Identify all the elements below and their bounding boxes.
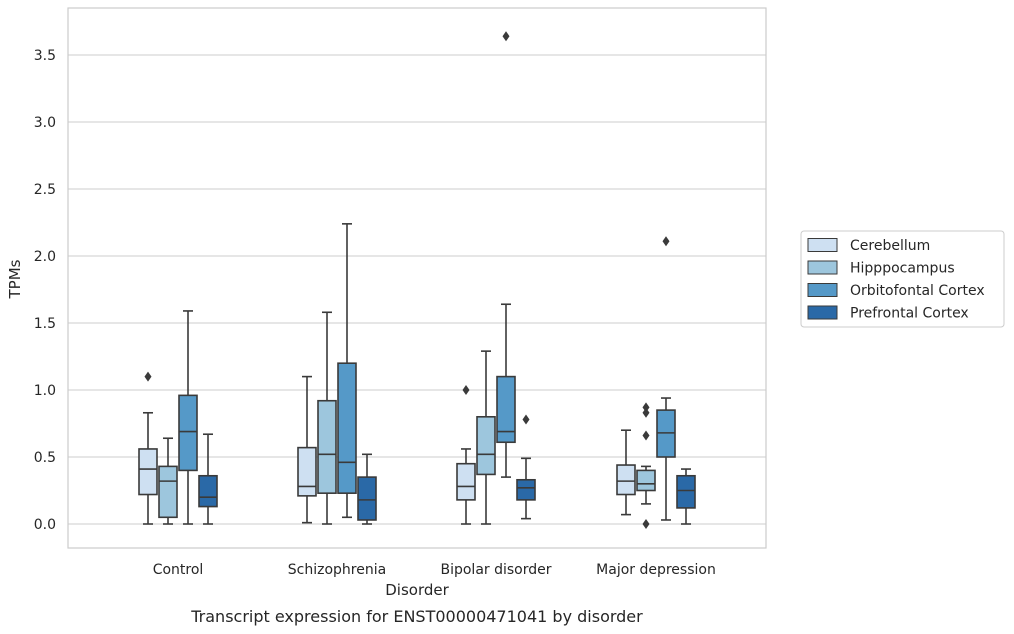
box-hipppocampus — [476, 350, 496, 525]
outlier-point — [642, 402, 650, 413]
legend-label: Prefrontal Cortex — [850, 306, 969, 322]
x-tick-labels: Control Schizophrenia Bipolar disorder Majo… — [153, 562, 716, 578]
y-tick-label: 3.0 — [34, 115, 56, 131]
x-tick-label: Control — [153, 562, 204, 578]
box-cerebellum — [138, 371, 158, 525]
box-iqr — [476, 415, 496, 476]
box-cerebellum — [616, 429, 636, 516]
y-tick-label: 3.5 — [34, 48, 56, 64]
box-iqr — [337, 362, 357, 494]
box-iqr — [158, 465, 178, 519]
y-tick-label: 1.0 — [34, 383, 56, 399]
box-orbitofontal-cortex — [178, 310, 198, 525]
chart-caption: Transcript expression for ENST0000047104… — [190, 607, 643, 626]
box-iqr — [636, 469, 656, 492]
box-orbitofontal-cortex — [496, 31, 516, 478]
legend-swatch — [807, 238, 838, 252]
box-iqr — [516, 478, 536, 501]
legend-swatch — [807, 305, 838, 320]
y-tick-label: 0.5 — [34, 450, 56, 466]
outlier-point — [502, 31, 510, 42]
box-orbitofontal-cortex — [337, 223, 357, 519]
y-tick-label: 0.0 — [34, 517, 56, 533]
y-tick-label: 2.5 — [34, 182, 56, 198]
box-prefrontal-cortex — [198, 433, 218, 525]
box-prefrontal-cortex — [357, 453, 377, 525]
y-tick-label: 2.0 — [34, 249, 56, 265]
x-tick-label: Schizophrenia — [288, 562, 386, 578]
y-tick-label: 1.5 — [34, 316, 56, 332]
legend-items: Cerebellum Hipppocampus Orbitofontal Corte… — [807, 238, 985, 322]
outlier-point — [144, 371, 152, 382]
outlier-point — [662, 236, 670, 247]
box-prefrontal-cortex — [676, 468, 696, 525]
legend-label: Orbitofontal Cortex — [850, 283, 985, 299]
legend-label: Hipppocampus — [850, 261, 955, 277]
box-iqr — [198, 474, 218, 508]
box-prefrontal-cortex — [516, 414, 536, 520]
outlier-point — [642, 407, 650, 418]
plot-frame — [67, 7, 767, 549]
outlier-point — [522, 414, 530, 425]
box-iqr — [357, 476, 377, 521]
outlier-point — [642, 430, 650, 441]
boxes-layer — [138, 31, 696, 529]
box-iqr — [676, 474, 696, 509]
box-cerebellum — [456, 385, 476, 525]
box-iqr — [178, 394, 198, 472]
box-iqr — [317, 399, 337, 494]
outlier-point — [642, 519, 650, 529]
x-tick-label: Bipolar disorder — [440, 562, 551, 578]
box-iqr — [496, 375, 516, 444]
legend: Cerebellum Hipppocampus Orbitofontal Corte… — [800, 230, 1005, 328]
y-axis-title: TPMs — [6, 259, 24, 299]
box-cerebellum — [297, 375, 317, 524]
legend-label: Cerebellum — [850, 238, 930, 254]
y-tick-labels: 0.0 0.5 1.0 1.5 2.0 2.5 3.0 3.5 — [34, 48, 56, 533]
x-axis-title: Disorder — [385, 581, 449, 599]
box-iqr — [456, 462, 476, 501]
box-iqr — [616, 464, 636, 496]
box-iqr — [138, 448, 158, 496]
box-hipppocampus — [317, 311, 337, 525]
box-iqr — [297, 446, 317, 497]
box-orbitofontal-cortex — [656, 236, 676, 521]
box-hipppocampus — [636, 402, 656, 529]
legend-swatch — [807, 283, 838, 297]
outlier-point — [462, 385, 470, 395]
legend-frame — [800, 230, 1005, 328]
legend-swatch — [807, 260, 838, 275]
x-tick-label: Major depression — [596, 562, 716, 578]
box-hipppocampus — [158, 437, 178, 525]
